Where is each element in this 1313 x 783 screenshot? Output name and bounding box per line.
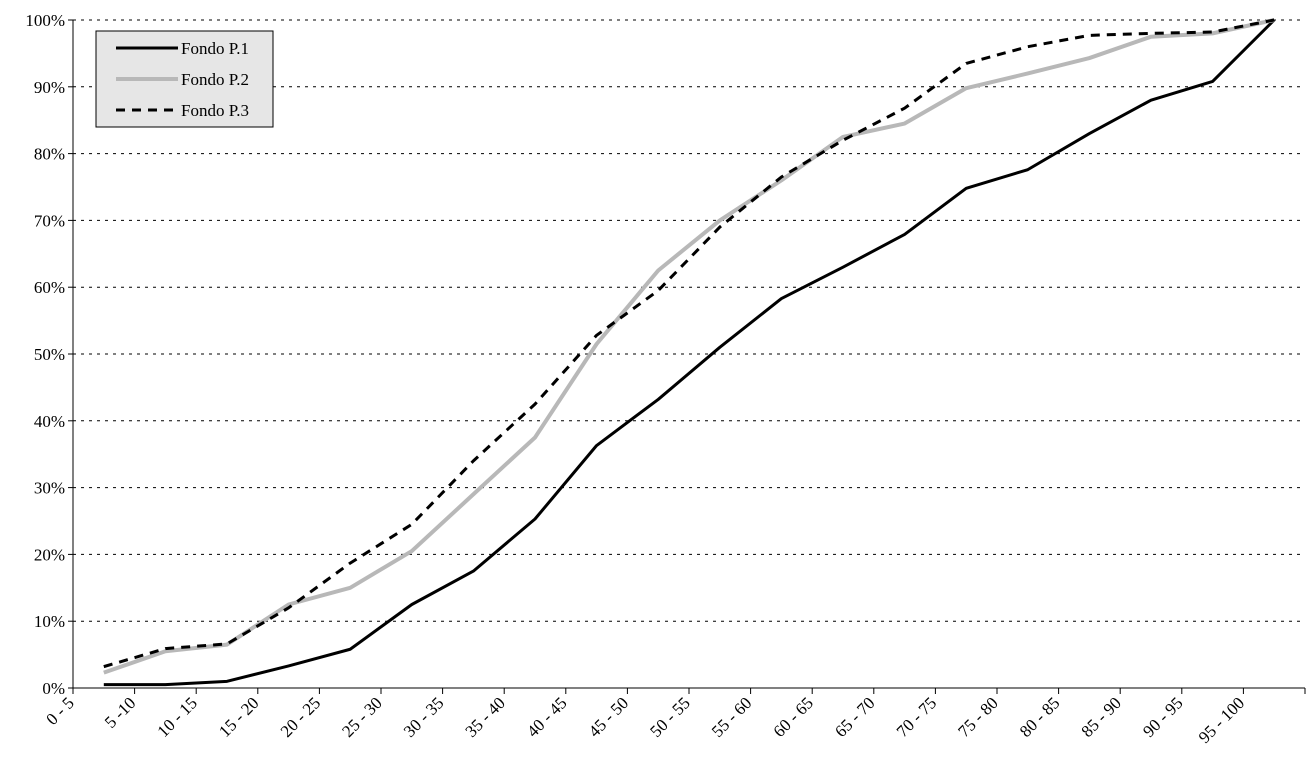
series-line: [103, 18, 1275, 675]
y-tick-label: 20%: [34, 545, 65, 564]
y-tick-label: 60%: [34, 278, 65, 297]
x-tick-label: 0 - 5: [42, 693, 77, 728]
x-tick-label: 60 - 65: [770, 693, 817, 740]
legend-label: Fondo P.1: [181, 39, 249, 58]
y-tick-label: 10%: [34, 612, 65, 631]
x-tick-label: 85 - 90: [1078, 693, 1125, 740]
x-tick-label: 25 - 30: [338, 693, 385, 740]
x-tick-label: 30 - 35: [400, 693, 447, 740]
series-line: [103, 18, 1275, 669]
x-tick-label: 40 - 45: [523, 693, 570, 740]
y-tick-label: 70%: [34, 211, 65, 230]
x-tick-label: 75 - 80: [954, 693, 1001, 740]
legend-label: Fondo P.2: [181, 70, 249, 89]
x-tick-label: 95 - 100: [1195, 693, 1249, 747]
x-tick-label: 45 - 50: [585, 693, 632, 740]
y-tick-label: 40%: [34, 412, 65, 431]
x-tick-label: 5 -10: [101, 693, 139, 731]
x-tick-label: 35 - 40: [462, 693, 509, 740]
y-tick-label: 80%: [34, 145, 65, 164]
y-tick-label: 50%: [34, 345, 65, 364]
legend-label: Fondo P.3: [181, 101, 249, 120]
series-line: [103, 18, 1276, 687]
x-tick-label: 90 - 95: [1139, 693, 1186, 740]
y-tick-label: 0%: [42, 679, 65, 698]
x-tick-label: 80 - 85: [1016, 693, 1063, 740]
x-tick-label: 70 - 75: [893, 693, 940, 740]
y-tick-label: 100%: [25, 11, 65, 30]
x-tick-label: 20 - 25: [277, 693, 324, 740]
y-tick-label: 90%: [34, 78, 65, 97]
y-tick-label: 30%: [34, 479, 65, 498]
x-tick-label: 15 - 20: [215, 693, 262, 740]
x-tick-label: 65 - 70: [831, 693, 878, 740]
x-tick-label: 55 - 60: [708, 693, 755, 740]
x-tick-label: 50 - 55: [646, 693, 693, 740]
x-tick-label: 10 - 15: [154, 693, 201, 740]
